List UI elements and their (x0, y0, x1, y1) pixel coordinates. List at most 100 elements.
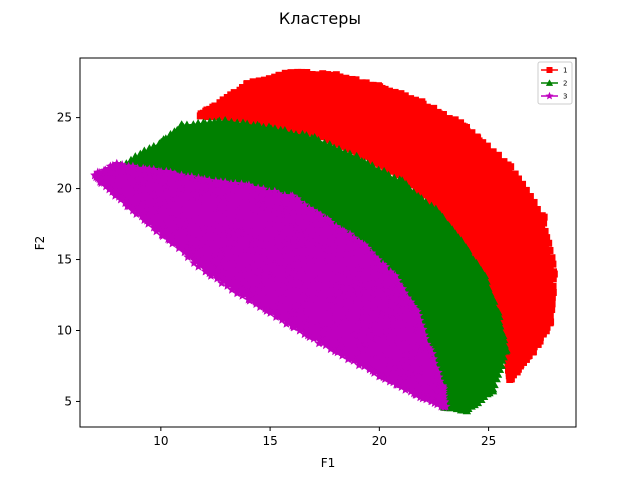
data-point-1 (393, 104, 401, 112)
data-point-3 (294, 206, 304, 216)
data-point-2 (348, 179, 357, 187)
data-point-2 (270, 161, 279, 169)
data-point-2 (468, 392, 477, 401)
data-point-3 (148, 212, 158, 222)
data-point-2 (360, 208, 369, 217)
data-point-2 (376, 176, 385, 184)
data-point-1 (487, 239, 495, 247)
data-point-1 (502, 217, 510, 225)
data-point-3 (120, 198, 130, 208)
data-point-1 (239, 84, 247, 92)
data-point-1 (297, 84, 305, 92)
data-point-1 (242, 109, 250, 117)
data-point-1 (526, 274, 534, 282)
data-point-1 (439, 111, 447, 119)
data-point-2 (330, 212, 340, 220)
data-point-2 (286, 175, 295, 183)
data-point-1 (403, 177, 411, 185)
data-point-1 (546, 311, 554, 319)
data-point-1 (370, 158, 378, 166)
data-point-1 (544, 285, 552, 293)
data-point-2 (200, 139, 209, 147)
data-point-1 (465, 227, 473, 235)
data-point-3 (413, 381, 423, 391)
data-point-3 (382, 325, 392, 335)
data-point-3 (332, 296, 342, 306)
data-point-1 (529, 220, 537, 228)
data-point-2 (447, 284, 456, 292)
data-point-3 (197, 228, 207, 238)
data-point-1 (474, 159, 482, 167)
data-point-3 (203, 189, 213, 199)
data-point-3 (275, 257, 285, 266)
series-1-fill (200, 72, 555, 381)
data-point-1 (389, 124, 397, 132)
data-point-3 (266, 218, 276, 228)
data-point-3 (295, 197, 305, 207)
data-point-2 (450, 329, 459, 338)
data-point-2 (291, 130, 301, 138)
data-point-2 (455, 350, 465, 359)
data-point-1 (427, 169, 435, 177)
data-point-2 (257, 147, 266, 155)
data-point-2 (384, 170, 393, 179)
data-point-3 (241, 190, 252, 200)
data-point-3 (283, 287, 294, 297)
data-point-3 (233, 223, 243, 233)
data-point-3 (374, 352, 385, 362)
data-point-1 (210, 112, 218, 120)
legend: 1 2 3 (537, 61, 573, 105)
data-point-1 (290, 121, 298, 129)
data-point-2 (417, 205, 427, 214)
data-point-3 (349, 335, 359, 345)
data-point-1 (440, 210, 448, 218)
data-point-2 (342, 215, 351, 223)
data-point-2 (153, 154, 162, 163)
data-point-3 (354, 290, 364, 300)
data-point-3 (365, 263, 375, 272)
data-point-2 (434, 230, 443, 238)
data-point-2 (415, 245, 424, 254)
data-point-3 (243, 294, 254, 304)
data-point-2 (344, 163, 353, 172)
data-point-1 (501, 320, 509, 328)
data-point-2 (183, 125, 192, 133)
data-point-2 (310, 181, 319, 189)
data-point-1 (420, 168, 428, 176)
data-point-3 (193, 218, 203, 227)
data-point-1 (283, 122, 291, 130)
data-point-1 (542, 234, 550, 242)
data-point-3 (166, 208, 176, 217)
data-point-2 (428, 316, 438, 325)
data-point-2 (259, 140, 268, 149)
data-point-3 (271, 312, 281, 321)
data-point-3 (381, 280, 391, 289)
data-point-2 (426, 275, 435, 283)
data-point-1 (449, 223, 457, 231)
data-point-3 (358, 298, 368, 307)
data-point-1 (380, 91, 388, 99)
data-point-3 (174, 243, 184, 253)
data-point-2 (363, 159, 372, 167)
data-point-3 (203, 252, 213, 262)
data-point-1 (489, 272, 497, 280)
data-point-3 (426, 388, 437, 398)
data-point-3 (258, 240, 269, 250)
data-point-1 (341, 95, 349, 103)
data-point-1 (235, 115, 243, 123)
data-point-1 (489, 148, 497, 156)
data-point-1 (535, 303, 543, 311)
data-point-1 (340, 86, 348, 94)
data-point-3 (329, 250, 339, 260)
data-point-3 (370, 314, 380, 323)
data-point-2 (310, 148, 319, 157)
data-point-2 (499, 335, 509, 344)
data-point-1 (468, 129, 476, 137)
data-point-1 (442, 158, 450, 166)
data-point-1 (542, 316, 550, 324)
data-point-1 (325, 98, 333, 106)
data-point-3 (321, 340, 331, 350)
data-point-2 (244, 163, 253, 172)
data-point-2 (320, 138, 329, 147)
